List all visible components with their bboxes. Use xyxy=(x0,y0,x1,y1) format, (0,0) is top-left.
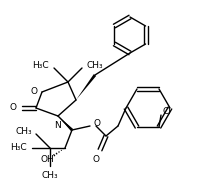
Polygon shape xyxy=(76,74,96,100)
Text: H₃C: H₃C xyxy=(10,143,27,153)
Text: CH₃: CH₃ xyxy=(87,62,103,70)
Text: CH₃: CH₃ xyxy=(15,127,32,137)
Text: Cl: Cl xyxy=(162,107,171,116)
Text: CH₃: CH₃ xyxy=(41,171,58,178)
Text: O: O xyxy=(94,119,101,129)
Text: O: O xyxy=(10,103,17,112)
Polygon shape xyxy=(58,116,73,131)
Text: OH: OH xyxy=(40,156,54,164)
Text: H₃C: H₃C xyxy=(32,62,49,70)
Text: N: N xyxy=(54,121,61,130)
Text: O: O xyxy=(31,88,38,96)
Text: O: O xyxy=(92,155,99,164)
